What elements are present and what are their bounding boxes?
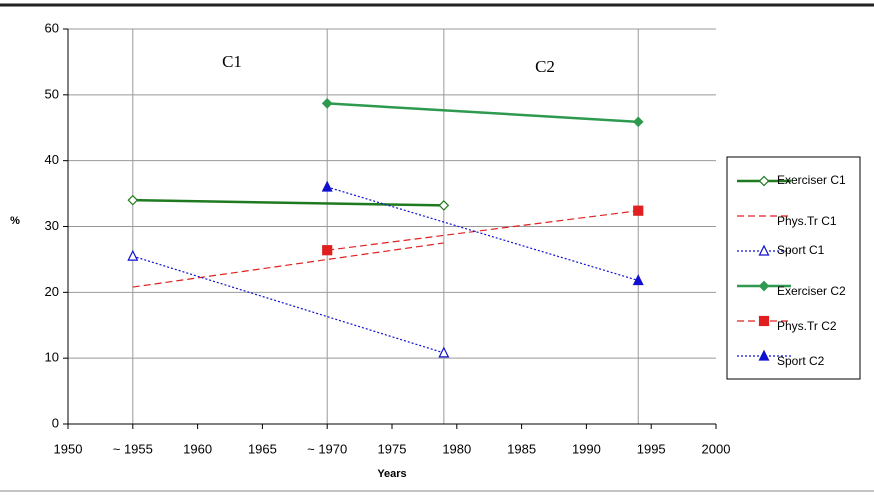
y-tick-label: 60 — [45, 20, 59, 35]
x-tick-label: 1985 — [507, 441, 536, 456]
x-axis-label: Years — [377, 468, 406, 480]
y-axis-label: % — [10, 215, 20, 227]
legend-label: Exerciser C2 — [777, 284, 846, 298]
x-tick-label: 1960 — [183, 441, 212, 456]
x-tick-label: ~ 1970 — [307, 441, 347, 456]
x-tick-label: 1990 — [572, 441, 601, 456]
marker — [632, 116, 644, 128]
marker — [633, 205, 644, 216]
x-tick-label: 1950 — [54, 441, 83, 456]
legend-label: Sport C1 — [777, 243, 825, 257]
series-line — [132, 242, 444, 288]
marker — [322, 245, 333, 256]
y-tick-label: 30 — [45, 218, 59, 233]
annotation: C1 — [222, 52, 242, 71]
x-tick-label: 1980 — [442, 441, 471, 456]
x-tick-label: 1975 — [378, 441, 407, 456]
series-line — [132, 255, 445, 354]
marker — [438, 200, 450, 211]
legend-marker — [758, 280, 770, 292]
series-line — [132, 198, 444, 207]
legend-marker — [758, 349, 770, 361]
x-tick-label: ~ 1955 — [113, 441, 153, 456]
marker — [127, 194, 139, 206]
series-line — [327, 210, 639, 251]
legend-marker — [758, 175, 770, 187]
y-tick-label: 20 — [45, 284, 59, 299]
x-tick-label: 1995 — [637, 441, 666, 456]
marker — [438, 346, 450, 358]
series-line — [327, 186, 639, 282]
marker — [127, 249, 139, 261]
y-tick-label: 50 — [45, 86, 59, 101]
x-tick-label: 1965 — [248, 441, 277, 456]
y-tick-label: 40 — [45, 152, 59, 167]
marker — [321, 180, 333, 192]
legend-marker — [758, 244, 770, 256]
series-line — [327, 102, 639, 124]
x-tick-label: 2000 — [702, 441, 731, 456]
marker — [632, 274, 644, 286]
y-tick-label: 10 — [45, 350, 59, 365]
legend-label: Phys.Tr C1 — [777, 214, 837, 228]
marker — [321, 98, 333, 109]
legend-marker — [758, 315, 770, 327]
annotation: C2 — [535, 57, 555, 76]
legend-box — [726, 156, 861, 380]
legend-label: Sport C2 — [777, 354, 825, 368]
legend-label: Exerciser C1 — [777, 173, 846, 187]
legend-label: Phys.Tr C2 — [777, 319, 837, 333]
y-tick-label: 0 — [52, 415, 59, 430]
